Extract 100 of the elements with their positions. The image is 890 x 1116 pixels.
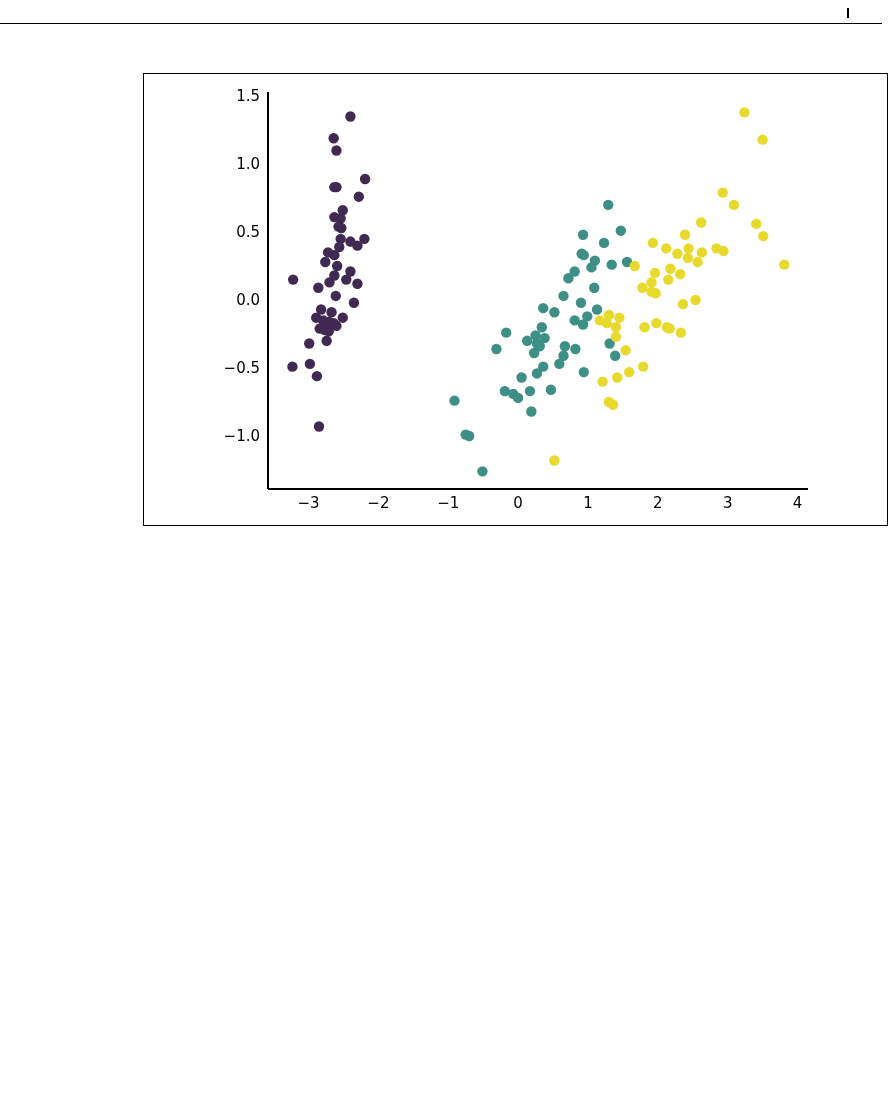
point <box>591 304 603 315</box>
point <box>603 199 614 211</box>
point <box>558 290 569 302</box>
point <box>660 243 672 254</box>
point <box>586 262 597 273</box>
point <box>549 455 560 466</box>
point <box>757 134 768 145</box>
point <box>563 273 574 284</box>
point <box>526 406 537 417</box>
point <box>352 240 363 251</box>
point <box>501 327 512 338</box>
point <box>304 338 315 349</box>
point <box>337 312 348 323</box>
point <box>577 319 589 330</box>
point <box>449 395 460 406</box>
point <box>315 304 327 315</box>
point <box>538 361 549 372</box>
point <box>610 331 622 342</box>
point <box>491 343 502 355</box>
y-tick-label: 0.5 <box>236 223 260 242</box>
point <box>499 385 511 397</box>
point <box>779 259 790 270</box>
point <box>646 277 657 288</box>
point <box>717 187 728 198</box>
point <box>477 466 488 477</box>
point <box>615 225 626 236</box>
point <box>751 218 762 230</box>
point <box>521 335 533 347</box>
point <box>287 361 298 372</box>
point <box>329 249 340 261</box>
point <box>604 338 615 349</box>
y-tick-label: −1.0 <box>223 427 260 446</box>
point <box>728 199 740 211</box>
y-tick-label: 1.5 <box>236 87 260 106</box>
point <box>328 133 339 144</box>
x-tick-label: 2 <box>653 493 663 512</box>
point <box>334 241 345 253</box>
point <box>331 145 342 156</box>
point <box>577 229 589 240</box>
point <box>665 263 676 274</box>
point <box>663 274 674 285</box>
point <box>675 327 687 338</box>
point <box>524 385 536 397</box>
point <box>569 266 580 277</box>
x-tick-label: 0 <box>513 493 523 512</box>
point <box>531 368 543 379</box>
point <box>554 358 565 370</box>
point <box>598 237 610 249</box>
point <box>539 332 550 344</box>
y-tick-label: 0.0 <box>236 291 260 310</box>
point <box>623 366 635 378</box>
point <box>313 282 324 293</box>
point <box>606 259 617 270</box>
point <box>612 372 623 383</box>
point <box>570 343 581 355</box>
point <box>683 243 694 254</box>
point <box>330 290 341 302</box>
point <box>718 245 729 257</box>
x-tick-label: −3 <box>297 493 320 512</box>
y-tick-label: 1.0 <box>236 155 260 174</box>
point <box>575 297 587 308</box>
point <box>528 347 540 359</box>
point <box>758 230 769 242</box>
point <box>637 361 649 372</box>
point <box>331 260 343 272</box>
point <box>647 237 659 249</box>
point <box>536 322 548 333</box>
point <box>582 311 593 322</box>
point <box>677 298 689 310</box>
x-tick-label: 3 <box>722 493 733 512</box>
point <box>597 376 608 387</box>
point <box>348 297 360 308</box>
y-tick-label: −0.5 <box>223 359 260 378</box>
point <box>609 350 621 361</box>
point <box>304 358 316 370</box>
point <box>559 341 571 352</box>
point <box>629 260 640 272</box>
point <box>326 307 337 318</box>
x-tick-label: 4 <box>792 493 803 512</box>
point <box>313 421 325 432</box>
point <box>690 294 701 306</box>
point <box>682 252 694 264</box>
point <box>637 282 648 293</box>
point <box>739 107 750 118</box>
point <box>692 256 703 268</box>
point <box>610 322 622 333</box>
point <box>696 247 708 258</box>
point <box>287 274 299 285</box>
point <box>674 268 686 280</box>
point <box>651 317 662 329</box>
point <box>324 277 335 288</box>
point <box>649 267 661 279</box>
x-tick-label: −2 <box>367 493 390 512</box>
point <box>311 370 323 382</box>
point <box>538 302 549 314</box>
point <box>639 322 650 333</box>
point <box>679 229 691 240</box>
point <box>321 335 332 347</box>
point <box>352 278 363 289</box>
point <box>614 312 625 323</box>
